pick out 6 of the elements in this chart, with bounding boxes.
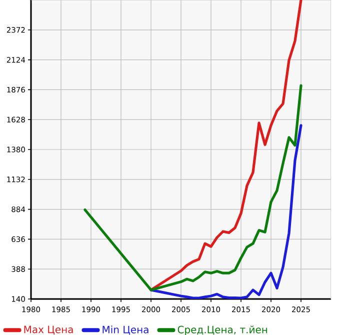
line-series [150,124,302,299]
legend-label: Min Цена [102,326,148,335]
line-series [150,0,302,292]
legend-label: Max Цена [24,326,73,335]
legend-label: Сред.Цена, т.йен [178,326,268,335]
line-series [84,84,302,292]
